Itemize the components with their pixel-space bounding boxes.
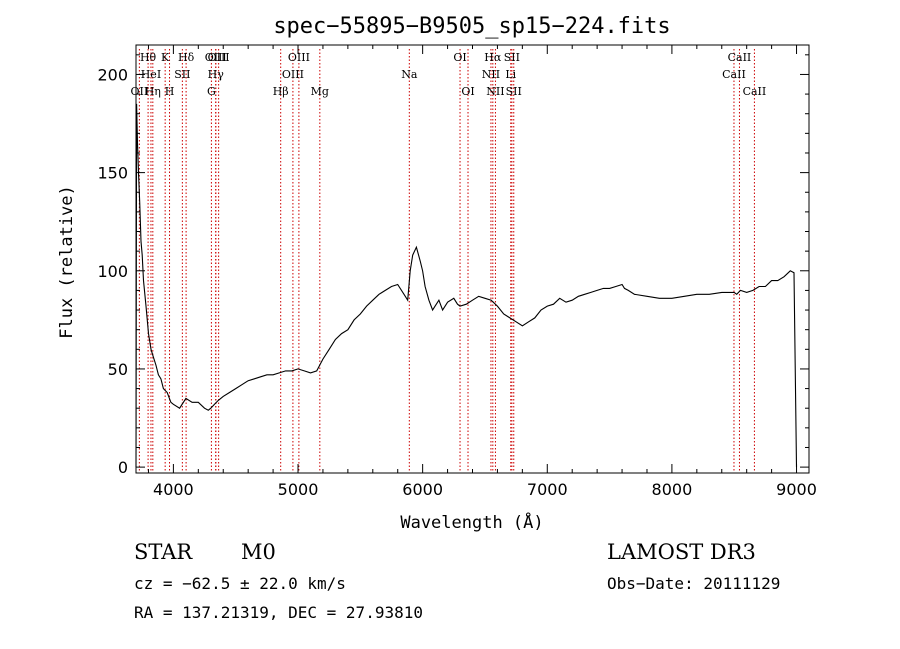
chart-title: spec−55895−B9505_sp15−224.fits — [273, 14, 670, 39]
coordinates: RA = 137.21319, DEC = 27.93810 — [134, 603, 423, 622]
y-tick-label: 50 — [108, 360, 128, 379]
x-tick-label: 9000 — [776, 480, 817, 499]
spectral-line-label: K — [161, 51, 170, 64]
spectrum-line — [135, 103, 798, 468]
spectral-line-label: Mg — [311, 85, 329, 98]
subclass: M0 — [241, 540, 276, 564]
survey-name: LAMOST DR3 — [607, 540, 756, 564]
spectral-line-label: OIII — [288, 51, 310, 64]
spectral-line-label: Hη — [145, 85, 161, 98]
x-tick-label: 7000 — [527, 480, 568, 499]
x-tick-label: 4000 — [153, 480, 194, 499]
spectral-line-label: OIII — [208, 51, 230, 64]
spectral-line-label: SII — [174, 68, 190, 81]
spectral-line-label: SII — [506, 85, 522, 98]
redshift-value: cz = −62.5 ± 22.0 km/s — [134, 574, 346, 593]
spectral-line-label: OI — [453, 51, 466, 64]
spectral-line-label: G — [207, 85, 216, 98]
y-axis: 0 50 100 150 200 — [97, 54, 809, 477]
x-axis-label: Wavelength (Å) — [400, 511, 543, 533]
spectral-line-label: CaII — [722, 68, 746, 81]
spectral-line-label: HeI — [141, 68, 161, 81]
spectral-line-label: Hδ — [178, 51, 195, 64]
y-tick-label: 150 — [97, 164, 128, 183]
spectral-line-label: NII — [482, 68, 500, 81]
spectral-line-label: Na — [401, 68, 418, 81]
spectral-line-label: NII — [486, 85, 504, 98]
y-tick-label: 100 — [97, 262, 128, 281]
y-tick-label: 0 — [118, 458, 128, 477]
x-tick-label: 5000 — [278, 480, 319, 499]
spectral-line-label: CaII — [743, 85, 767, 98]
spectral-line-label: Hα — [484, 51, 502, 64]
spectral-line-label: OIII — [205, 51, 227, 64]
spectral-line-label: CaII — [728, 51, 752, 64]
x-tick-label: 8000 — [652, 480, 693, 499]
x-axis: 4000 5000 6000 7000 8000 9000 — [147, 45, 817, 499]
spectral-line-label: SII — [504, 51, 520, 64]
spectral-line-label: H — [165, 85, 175, 98]
spectral-line-label: Hγ — [208, 68, 225, 81]
spectral-line-label: Hβ — [273, 85, 289, 98]
spectral-line-label: OII — [131, 85, 149, 98]
marker-lines — [138, 49, 755, 473]
spectral-line-label: OI — [461, 85, 474, 98]
spectral-line-label: OIII — [282, 68, 304, 81]
x-tick-label: 6000 — [402, 480, 443, 499]
spectral-line-label: Hθ — [140, 51, 157, 64]
y-tick-label: 200 — [97, 65, 128, 84]
y-axis-label: Flux (relative) — [57, 185, 77, 339]
marker-labels: HθOIIHeIHηKHSIIHδGOIIIHγOIIIHβOIIIOIIIMg… — [131, 51, 767, 98]
obs-date: Obs−Date: 20111129 — [607, 574, 781, 593]
object-class: STAR — [134, 540, 193, 564]
plot-frame — [135, 44, 810, 474]
spectral-line-label: Li — [505, 68, 516, 81]
